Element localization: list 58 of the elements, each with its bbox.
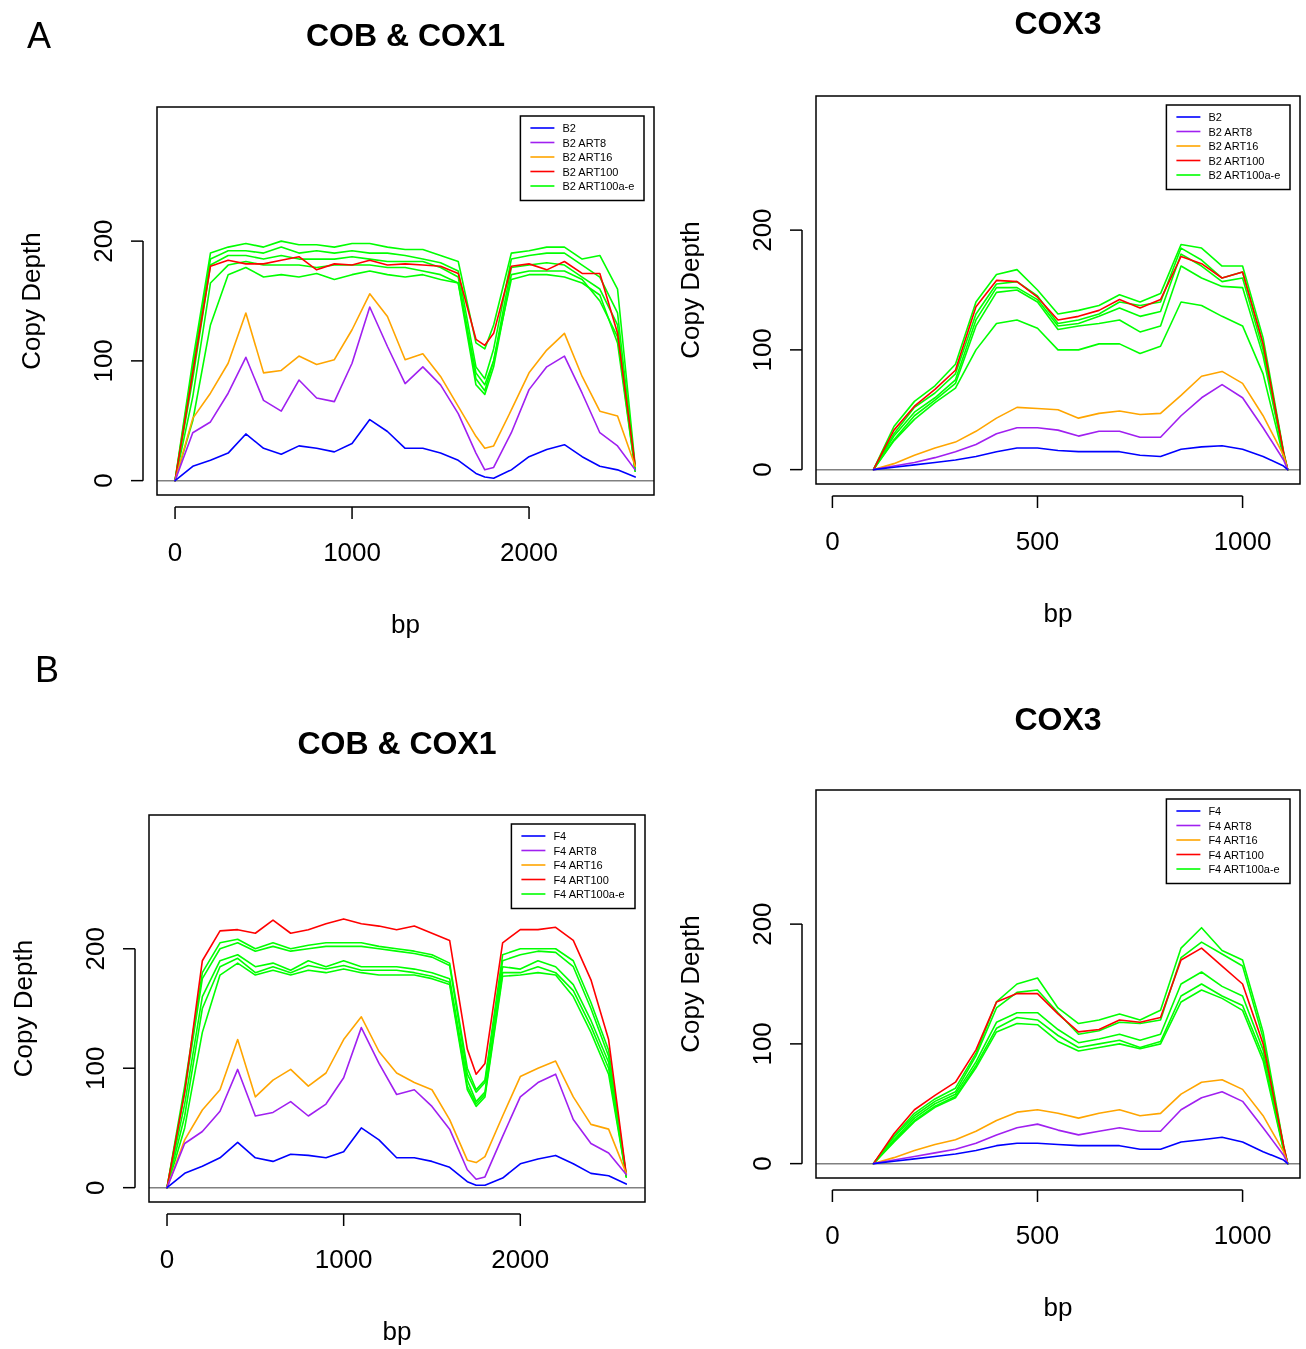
legend-label: F4 ART16	[1208, 834, 1258, 846]
legend-label: F4	[553, 830, 567, 842]
x-tick-label: 0	[825, 526, 840, 556]
x-tick-label: 1000	[1213, 1220, 1272, 1250]
legend-label: F4 ART100a-e	[1208, 863, 1280, 875]
legend-label: B2	[1208, 111, 1222, 123]
legend-label: B2 ART16	[1208, 140, 1259, 152]
x-axis-title: bp	[1043, 1292, 1073, 1322]
legend-label: F4 ART8	[553, 844, 597, 857]
y-tick-label: 200	[88, 219, 118, 263]
legend-label: B2 ART100a-e	[1208, 169, 1281, 181]
legend-label: B2 ART8	[562, 136, 607, 149]
text: A	[27, 15, 52, 56]
chart-title: COB & COX1	[297, 725, 497, 761]
x-tick-label: 1000	[1213, 526, 1272, 556]
chart-title: COX3	[1014, 701, 1102, 737]
y-tick-label: 0	[80, 1180, 110, 1195]
legend-label: F4	[1208, 805, 1222, 817]
legend-label: F4 ART100a-e	[553, 888, 625, 900]
legend-label: B2 ART100a-e	[562, 180, 635, 192]
x-axis-title: bp	[1043, 598, 1073, 628]
y-tick-label: 100	[747, 1022, 777, 1066]
x-tick-label: 0	[167, 537, 183, 567]
x-tick-label: 1000	[314, 1244, 373, 1274]
y-tick-label: 0	[747, 1156, 777, 1171]
legend-label: F4 ART16	[553, 859, 603, 871]
y-axis-title: Copy Depth	[8, 939, 38, 1078]
y-tick-label: 100	[88, 339, 118, 383]
legend-label: B2 ART8	[1208, 125, 1253, 138]
x-tick-label: 0	[159, 1244, 175, 1274]
y-tick-label: 100	[80, 1046, 110, 1090]
y-tick-label: 200	[80, 927, 110, 971]
y-tick-label: 0	[747, 462, 777, 477]
legend-label: B2 ART100	[562, 165, 619, 178]
legend-label: B2 ART16	[562, 151, 613, 163]
x-axis-title: bp	[382, 1316, 412, 1346]
y-axis-title: Copy Depth	[675, 915, 705, 1053]
chart-title: COX3	[1014, 5, 1102, 41]
legend-label: B2	[562, 122, 576, 134]
x-tick-label: 2000	[500, 537, 558, 567]
x-tick-label: 0	[825, 1220, 840, 1250]
x-tick-label: 1000	[323, 537, 381, 567]
y-tick-label: 0	[88, 473, 118, 488]
chart-title: COB & COX1	[305, 17, 506, 53]
legend-label: F4 ART100	[553, 873, 609, 886]
legend-label: F4 ART8	[1208, 819, 1252, 832]
legend-label: F4 ART100	[1208, 848, 1264, 861]
y-tick-label: 200	[747, 902, 777, 946]
y-tick-label: 200	[747, 208, 777, 252]
text: B	[35, 649, 60, 690]
x-tick-label: 2000	[491, 1244, 550, 1274]
y-axis-title: Copy Depth	[675, 221, 705, 359]
y-axis-title: Copy Depth	[16, 232, 46, 370]
legend-label: B2 ART100	[1208, 154, 1265, 167]
x-tick-label: 500	[1015, 1220, 1060, 1250]
x-axis-title: bp	[391, 609, 420, 639]
x-tick-label: 500	[1015, 526, 1060, 556]
y-tick-label: 100	[747, 328, 777, 372]
